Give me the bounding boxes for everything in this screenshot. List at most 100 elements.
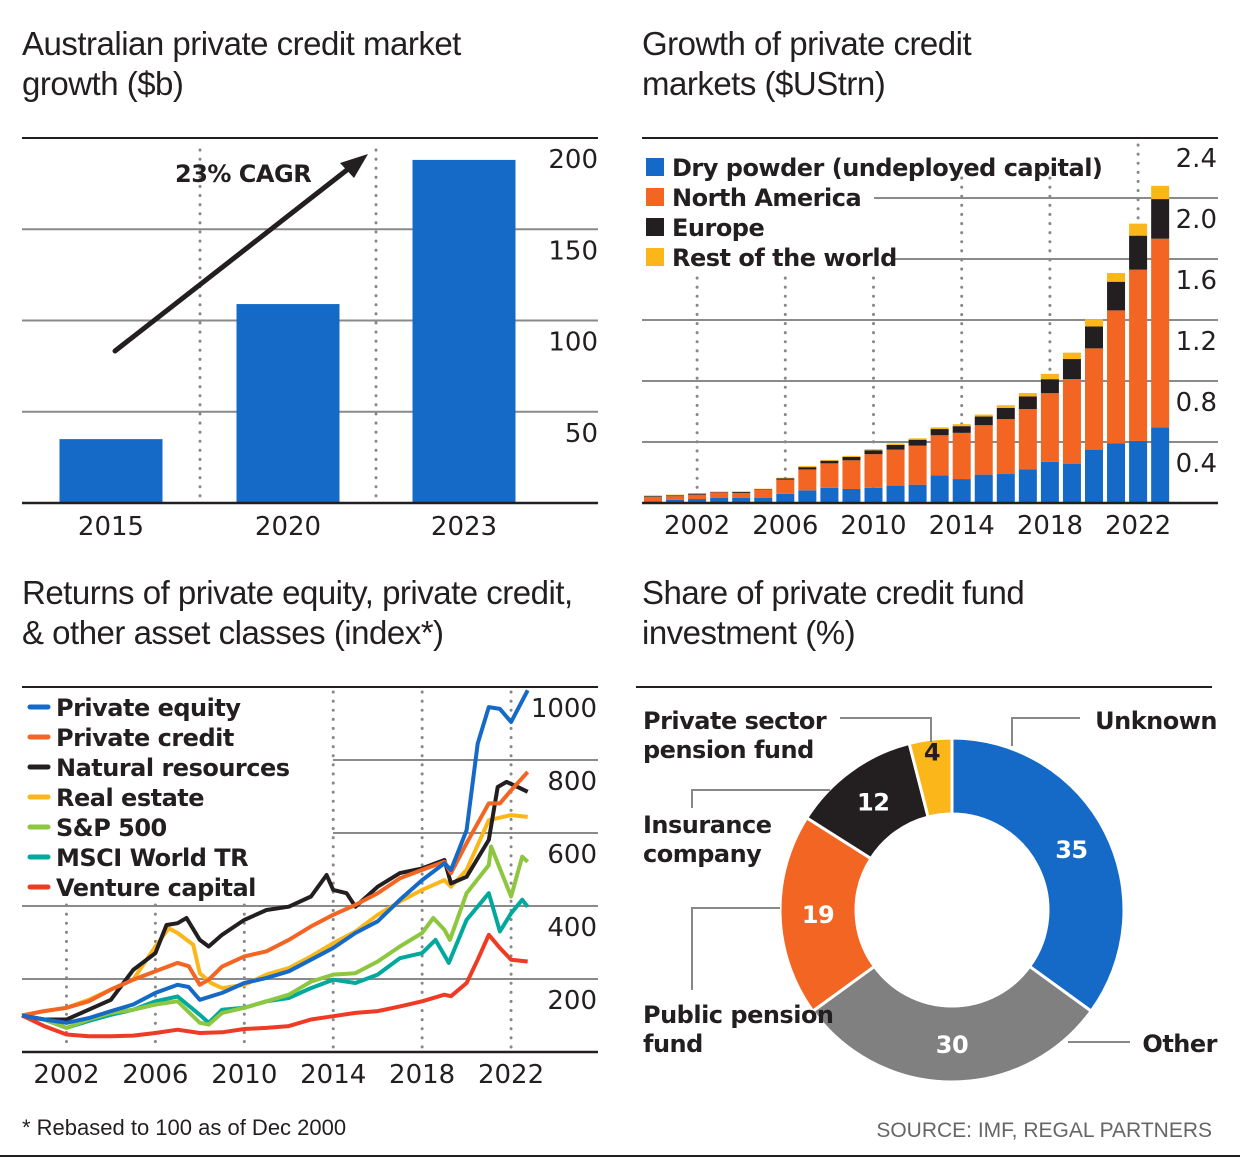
chart2-bar-segment: [864, 487, 883, 503]
chart2-bar-segment: [864, 454, 883, 488]
chart2-bar-segment: [732, 491, 751, 493]
chart2-bar-segment: [974, 425, 993, 475]
chart2-bar-segment: [666, 494, 685, 496]
source-credit: SOURCE: IMF, REGAL PARTNERS: [876, 1119, 1212, 1142]
chart2-bar-segment: [820, 463, 839, 488]
chart2-bar-segment: [1151, 185, 1170, 200]
chart2-bar-segment: [1040, 379, 1059, 394]
chart2-bar-segment: [930, 427, 949, 430]
chart2-bar-segment: [776, 493, 795, 503]
chart2-bar-segment: [1062, 359, 1081, 380]
chart2-bar-segment: [1151, 427, 1170, 503]
chart2-y-tick: 0.4: [1176, 449, 1217, 479]
chart2-bar-segment: [1107, 281, 1126, 311]
chart2-bar-segment: [798, 466, 817, 468]
chart2-bar-segment: [1018, 393, 1037, 397]
chart2-bar-segment: [1151, 199, 1170, 239]
private-sector-callout-line: [840, 717, 932, 742]
chart2-bar-segment: [1040, 461, 1059, 503]
chart2-bar-segment: [1062, 352, 1081, 360]
chart2-y-tick: 2.0: [1176, 205, 1217, 235]
chart2-bar-segment: [952, 426, 971, 433]
chart3-legend-label: Natural resources: [56, 754, 290, 782]
chart2-bar-segment: [776, 477, 795, 479]
chart2-bar-segment: [996, 419, 1015, 475]
donut-category-label: Insurance company: [643, 811, 772, 868]
chart3-legend-label: Real estate: [56, 784, 204, 812]
chart2-bar-segment: [908, 445, 927, 485]
chart2-y-tick: 0.8: [1176, 388, 1217, 418]
chart2-bar-segment: [974, 416, 993, 426]
chart2-bar-segment: [996, 474, 1015, 503]
chart2-y-tick: 2.4: [1176, 144, 1217, 174]
chart1-y-tick: 100: [548, 328, 598, 358]
chart2-bar-segment: [842, 455, 861, 457]
chart2-bar-segment: [688, 493, 707, 495]
chart2-bar-segment: [1085, 348, 1103, 450]
chart1-bar: [412, 159, 516, 503]
chart3-x-tick: 2010: [211, 1060, 277, 1090]
chart2-bar-segment: [1151, 238, 1170, 428]
chart2-bar-segment: [1107, 310, 1126, 444]
chart3-y-tick: 400: [547, 913, 597, 943]
donut-category-label: Unknown: [1095, 707, 1217, 735]
chart3-x-tick: 2018: [389, 1060, 455, 1090]
chart2-bar-segment: [1107, 273, 1126, 282]
chart2-bar-segment: [974, 474, 993, 503]
donut-value-label: 4: [924, 738, 940, 766]
chart2-bar-segment: [1129, 269, 1148, 441]
donut-value-label: 19: [802, 901, 834, 929]
chart2-bar-segment: [930, 429, 949, 436]
chart3-x-tick: 2022: [478, 1060, 544, 1090]
chart2-legend-label: North America: [672, 184, 861, 212]
chart1-y-tick: 200: [548, 145, 598, 175]
chart2-legend-swatch: [646, 218, 664, 236]
chart2-bar-segment: [1129, 440, 1148, 503]
chart3-legend-label: Private equity: [56, 694, 241, 722]
chart2-y-tick: 1.2: [1176, 327, 1217, 357]
chart2-legend-swatch: [646, 158, 664, 176]
chart2-bar-segment: [1018, 396, 1037, 410]
chart1-y-tick: 50: [565, 419, 598, 449]
chart2-legend-label: Europe: [672, 214, 764, 242]
chart2-bar-segment: [688, 494, 707, 500]
chart2-bar-segment: [776, 479, 795, 494]
chart2-x-tick: 2022: [1105, 511, 1171, 541]
chart2-legend-swatch: [646, 248, 664, 266]
chart3-title: Returns of private equity, private credi…: [22, 574, 573, 651]
chart2-bar-segment: [1018, 469, 1037, 503]
chart2-bar-segment: [666, 499, 685, 503]
chart2-bar-segment: [1085, 326, 1103, 349]
chart2-bar-segment: [996, 405, 1015, 408]
chart3-legend-label: MSCI World TR: [56, 844, 248, 872]
chart2-bar-segment: [952, 432, 971, 480]
chart2-y-tick: 1.6: [1176, 266, 1217, 296]
chart1-x-tick: 2020: [255, 512, 321, 542]
chart2-bar-segment: [732, 492, 751, 493]
chart2-legend-swatch: [646, 188, 664, 206]
chart3-series-line: [21, 932, 528, 1039]
chart2-bar-segment: [1107, 443, 1126, 503]
chart2-bar-segment: [754, 497, 773, 503]
donut-value-label: 12: [857, 789, 889, 817]
insurance-callout-line: [691, 789, 830, 808]
donut-slice: [950, 736, 1126, 1014]
chart2-bar-segment: [1062, 463, 1081, 503]
chart2-x-tick: 2014: [929, 511, 995, 541]
chart3-x-tick: 2006: [122, 1060, 188, 1090]
chart2-bar-segment: [644, 496, 662, 497]
chart2-bar-segment: [732, 497, 751, 503]
cagr-annotation: 23% CAGR: [175, 160, 311, 188]
chart2-bar-segment: [710, 492, 729, 498]
chart3-y-tick: 600: [547, 840, 597, 870]
chart1-y-tick: 150: [548, 236, 598, 266]
chart2-title: Growth of private credit markets ($UStrn…: [642, 25, 972, 102]
chart1-bar: [236, 304, 340, 503]
chart2-bar-segment: [732, 492, 751, 498]
unknown-callout-line: [1011, 717, 1080, 746]
chart3-legend-label: Private credit: [56, 724, 234, 752]
chart2-bar-segment: [1129, 235, 1148, 270]
chart2-bar-segment: [754, 489, 773, 490]
donut-slice: [810, 964, 1094, 1084]
chart2-bar-segment: [1129, 223, 1148, 236]
